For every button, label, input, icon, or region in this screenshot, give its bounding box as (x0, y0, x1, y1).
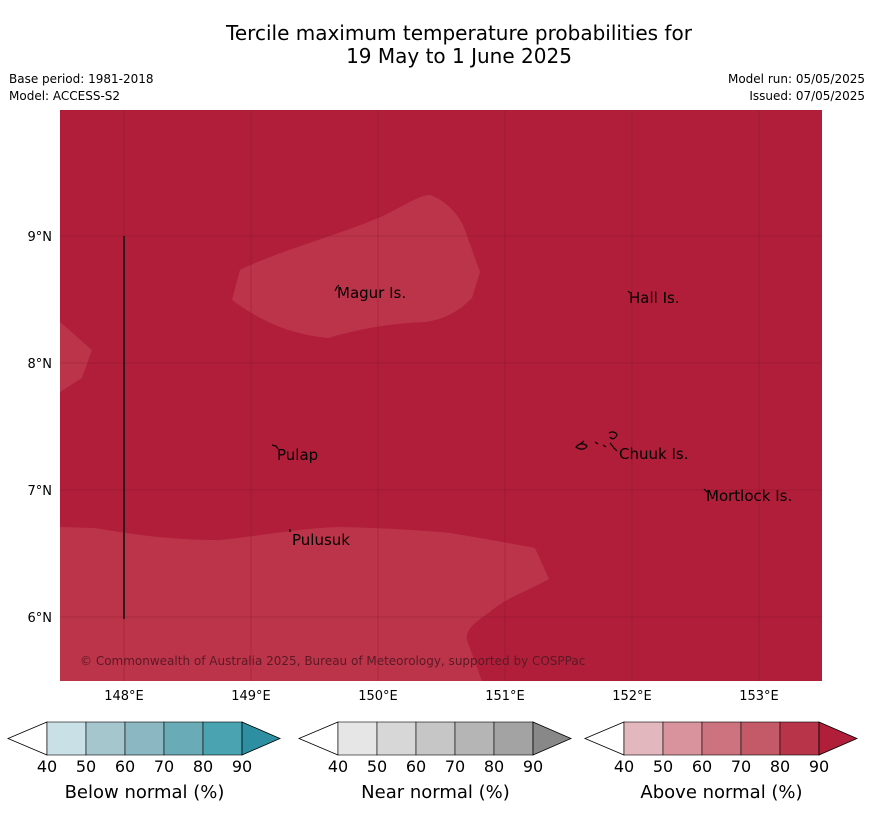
place-label-pulap: Pulap (277, 446, 318, 464)
base-period: Base period: 1981-2018 (9, 72, 154, 86)
colorbar-segment (415, 721, 456, 756)
colorbar-segment (46, 721, 87, 756)
lon-tick-label: 149°E (231, 689, 271, 704)
colorbar-segment (124, 721, 165, 756)
issued-date: Issued: 07/05/2025 (749, 89, 865, 103)
lon-tick-label: 152°E (612, 689, 652, 704)
colorbar-segment (454, 721, 495, 756)
lon-tick-label: 148°E (104, 689, 144, 704)
region-north-magur (232, 195, 480, 338)
chuuk-island-shapes (575, 431, 618, 452)
colorbar-tick-label: 60 (692, 757, 712, 776)
colorbar-legends: 40 50 60 70 80 90 Below normal (%) 40 50 60 70 80 90… (6, 721, 859, 803)
colorbar-tick-label: 50 (653, 757, 673, 776)
colorbar-left-extension (6, 721, 48, 756)
below-normal-label: Below normal (%) (65, 782, 225, 803)
near-normal-label: Near normal (%) (361, 782, 510, 803)
colorbar-tick-label: 70 (731, 757, 751, 776)
colorbar-segment (779, 721, 820, 756)
colorbar-tick-label: 50 (367, 757, 387, 776)
colorbar-segment (337, 721, 378, 756)
colorbar-tick-label: 60 (406, 757, 426, 776)
colorbar-segment (701, 721, 742, 756)
meta-left: Base period: 1981-2018 Model: ACCESS-S2 (9, 71, 154, 105)
colorbar-right-extension (532, 721, 573, 756)
magur-island-shape (334, 284, 340, 292)
colorbar-right-extension (818, 721, 859, 756)
colorbar-tick-label: 60 (115, 757, 135, 776)
region-west-edge (60, 322, 92, 392)
lat-tick-label: 7°N (28, 484, 53, 499)
mortlock-island-shape (703, 488, 708, 493)
colorbar-segment (662, 721, 703, 756)
lon-tick-label: 150°E (358, 689, 398, 704)
colorbar-tick-label: 40 (328, 757, 348, 776)
place-label-magur: Magur Is. (337, 284, 406, 302)
title-line-2: 19 May to 1 June 2025 (346, 44, 572, 68)
colorbar-segment (376, 721, 417, 756)
lat-tick-label: 8°N (28, 357, 53, 372)
lat-tick-label: 9°N (28, 230, 53, 245)
hall-island-shape (627, 290, 631, 294)
place-label-pulusuk: Pulusuk (292, 531, 350, 549)
lon-tick-label: 153°E (739, 689, 779, 704)
colorbar-tick-label: 50 (76, 757, 96, 776)
lat-tick-label: 6°N (28, 611, 53, 626)
pulap-island-shape (271, 444, 279, 450)
colorbar-segment (202, 721, 243, 756)
copyright-text: © Commonwealth of Australia 2025, Bureau… (80, 654, 585, 668)
colorbar-left-extension (297, 721, 339, 756)
colorbar-tick-label: 70 (154, 757, 174, 776)
colorbar-tick-label: 90 (809, 757, 829, 776)
colorbar-tick-label: 80 (770, 757, 790, 776)
colorbar-right-extension (241, 721, 282, 756)
meta-right: Model run: 05/05/2025 Issued: 07/05/2025 (728, 71, 865, 105)
colorbar-segment (85, 721, 126, 756)
island-outlines (271, 284, 708, 532)
colorbar-tick-label: 80 (193, 757, 213, 776)
above-normal-colorbar: 40 50 60 70 80 90 Above normal (%) (583, 721, 859, 803)
colorbar-tick-label: 80 (484, 757, 504, 776)
below-normal-colorbar: 40 50 60 70 80 90 Below normal (%) (6, 721, 282, 803)
colorbar-tick-label: 40 (614, 757, 634, 776)
near-normal-colorbar: 40 50 60 70 80 90 Near normal (%) (297, 721, 573, 803)
colorbar-segment (493, 721, 534, 756)
place-label-mortlock: Mortlock Is. (706, 487, 792, 505)
title-line-1: Tercile maximum temperature probabilitie… (226, 21, 692, 45)
model-run: Model run: 05/05/2025 (727, 72, 865, 86)
colorbar-left-extension (583, 721, 625, 756)
place-label-chuuk: Chuuk Is. (619, 445, 688, 463)
colorbar-tick-label: 90 (523, 757, 543, 776)
place-label-hall: Hall Is. (629, 289, 680, 307)
colorbar-tick-label: 40 (37, 757, 57, 776)
chart-title: Tercile maximum temperature probabilitie… (0, 22, 873, 68)
colorbar-tick-label: 90 (232, 757, 252, 776)
colorbar-segment (623, 721, 664, 756)
colorbar-segment (163, 721, 204, 756)
region-south (60, 527, 549, 681)
model-name: Model: ACCESS-S2 (9, 89, 121, 103)
colorbar-segment (740, 721, 781, 756)
lon-tick-label: 151°E (485, 689, 525, 704)
above-normal-label: Above normal (%) (640, 782, 802, 803)
colorbar-tick-label: 70 (445, 757, 465, 776)
